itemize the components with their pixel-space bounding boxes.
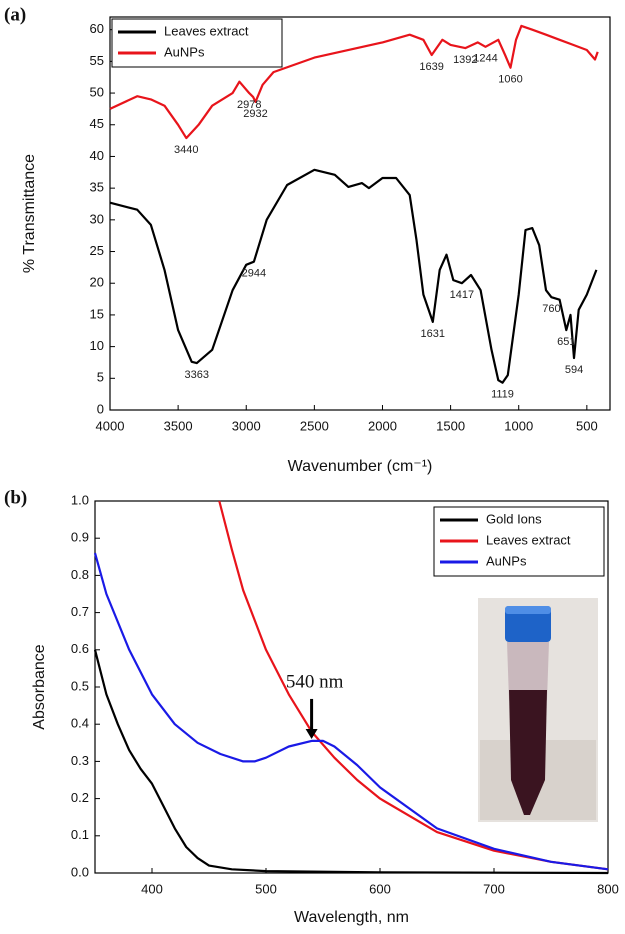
y-tick-label: 0.3 xyxy=(71,753,89,768)
tube-top xyxy=(507,642,549,700)
x-tick-label: 800 xyxy=(597,881,619,896)
x-tick-label: 700 xyxy=(483,881,505,896)
y-axis-label: Absorbance xyxy=(31,644,48,729)
y-tick-label: 40 xyxy=(90,148,104,163)
series-line xyxy=(218,500,609,871)
y-tick-label: 0.9 xyxy=(71,530,89,545)
x-tick-label: 400 xyxy=(141,881,163,896)
x-tick-label: 1000 xyxy=(504,418,533,433)
series-line xyxy=(93,552,609,871)
annotation-text: 651 xyxy=(557,336,575,348)
y-tick-label: 50 xyxy=(90,85,104,100)
annotation-text: 1639 xyxy=(419,61,443,73)
annotation-text: 1631 xyxy=(421,328,445,340)
legend-label: Gold Ions xyxy=(486,511,542,526)
annotation-text: 760 xyxy=(542,303,560,315)
y-tick-label: 25 xyxy=(90,243,104,258)
y-tick-label: 1.0 xyxy=(71,492,89,507)
annotation-arrowhead xyxy=(305,728,318,739)
x-tick-label: 1500 xyxy=(436,418,465,433)
tube-cap-top xyxy=(505,606,551,614)
annotation-text: 1119 xyxy=(491,389,514,401)
annotation-text: 1417 xyxy=(450,289,474,301)
y-tick-label: 5 xyxy=(97,370,104,385)
y-tick-label: 10 xyxy=(90,338,104,353)
y-tick-label: 30 xyxy=(90,211,104,226)
inset-photo xyxy=(478,598,598,822)
y-tick-label: 0.4 xyxy=(71,716,89,731)
x-axis-label: Wavenumber (cm⁻¹) xyxy=(288,458,433,475)
y-tick-label: 35 xyxy=(90,180,104,195)
x-axis-label: Wavelength, nm xyxy=(294,909,409,926)
annotation-text: 1060 xyxy=(498,74,522,86)
y-tick-label: 0.7 xyxy=(71,604,89,619)
series-line xyxy=(93,649,609,875)
y-tick-label: 60 xyxy=(90,21,104,36)
y-tick-label: 0.8 xyxy=(71,567,89,582)
x-tick-label: 2500 xyxy=(300,418,329,433)
y-tick-label: 0 xyxy=(97,401,104,416)
panel-label: (a) xyxy=(4,4,26,25)
y-tick-label: 20 xyxy=(90,275,104,290)
annotation-text: 2932 xyxy=(243,108,267,120)
x-tick-label: 2000 xyxy=(368,418,397,433)
x-tick-label: 500 xyxy=(576,418,598,433)
annotation-text: 540 nm xyxy=(286,671,344,692)
series-line xyxy=(109,24,599,140)
y-tick-label: 45 xyxy=(90,116,104,131)
y-axis-label: % Transmittance xyxy=(21,154,38,273)
annotation-text: 1392 xyxy=(453,54,477,66)
x-tick-label: 500 xyxy=(255,881,277,896)
plot-frame xyxy=(109,16,611,411)
x-tick-label: 3500 xyxy=(164,418,193,433)
annotation-text: 2978 xyxy=(237,99,261,111)
y-tick-label: 0.2 xyxy=(71,790,89,805)
y-tick-label: 0.5 xyxy=(71,678,89,693)
x-tick-label: 600 xyxy=(369,881,391,896)
legend-label: AuNPs xyxy=(164,44,205,59)
panel-label: (b) xyxy=(4,487,27,508)
legend-box xyxy=(111,18,283,68)
x-tick-label: 4000 xyxy=(96,418,125,433)
annotation-text: 3363 xyxy=(185,369,209,381)
annotation-text: 1244 xyxy=(473,53,497,65)
y-tick-label: 0.1 xyxy=(71,827,89,842)
y-tick-label: 0.0 xyxy=(71,864,89,879)
legend-label: Leaves extract xyxy=(486,532,571,547)
y-tick-label: 0.6 xyxy=(71,641,89,656)
legend-label: AuNPs xyxy=(486,553,527,568)
annotation-text: 594 xyxy=(565,364,583,376)
series-line xyxy=(109,168,598,384)
annotation-text: 2944 xyxy=(242,268,266,280)
legend-label: Leaves extract xyxy=(164,23,249,38)
tube-cap xyxy=(505,606,551,642)
y-tick-label: 15 xyxy=(90,306,104,321)
annotation-text: 3440 xyxy=(174,144,198,156)
x-tick-label: 3000 xyxy=(232,418,261,433)
tube-liquid xyxy=(509,690,547,815)
y-tick-label: 55 xyxy=(90,53,104,68)
